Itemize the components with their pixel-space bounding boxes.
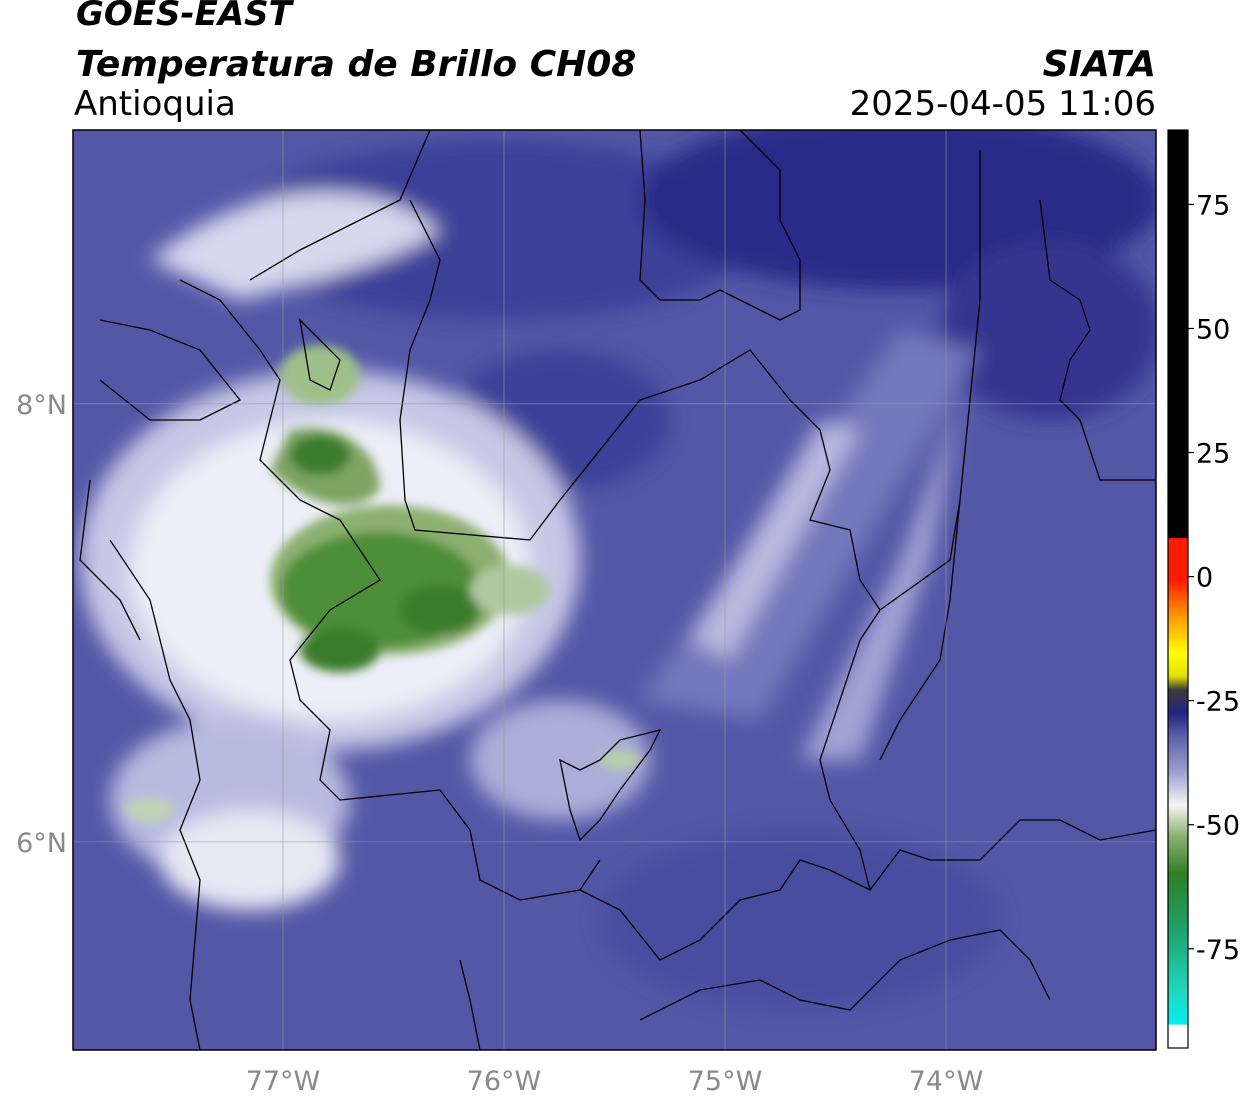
colorbar-tick-label: 75: [1196, 190, 1230, 221]
brand-label: SIATA: [1042, 44, 1156, 85]
timestamp-label: 2025-04-05 11:06: [849, 84, 1156, 124]
map-frame: [72, 129, 1157, 1051]
colorbar: 75 50 25 0 -25 -50 -75: [1167, 129, 1240, 1049]
lon-tick-label: 74°W: [909, 1066, 984, 1097]
colorbar-ticks: 75 50 25 0 -25 -50 -75: [1188, 190, 1240, 966]
lon-tick-label: 77°W: [246, 1066, 321, 1097]
product-title: Temperatura de Brillo CH08: [76, 44, 637, 85]
colorbar-tick-label: 25: [1196, 439, 1230, 470]
colorbar-tick-label: -50: [1196, 811, 1240, 842]
longitude-labels: 77°W 76°W 75°W 74°W: [246, 1066, 984, 1097]
satellite-title: GOES-EAST: [76, 0, 292, 34]
latitude-labels: 8°N 6°N: [16, 390, 67, 859]
colorbar-tick-label: -75: [1196, 935, 1240, 966]
lat-tick-label: 8°N: [16, 390, 67, 421]
brightness-field: [73, 130, 1156, 1050]
gridlines: [73, 130, 1156, 1050]
colorbar-tick-label: 0: [1196, 563, 1213, 594]
region-label: Antioquia: [74, 84, 236, 124]
colorbar-ramp: [1167, 129, 1189, 1049]
boundaries: [79, 130, 1156, 1050]
colorbar-tick-label: 50: [1196, 314, 1230, 345]
colorbar-tick-label: -25: [1196, 687, 1240, 718]
lon-tick-label: 76°W: [467, 1066, 542, 1097]
lat-tick-label: 6°N: [16, 828, 67, 859]
lon-tick-label: 75°W: [688, 1066, 763, 1097]
